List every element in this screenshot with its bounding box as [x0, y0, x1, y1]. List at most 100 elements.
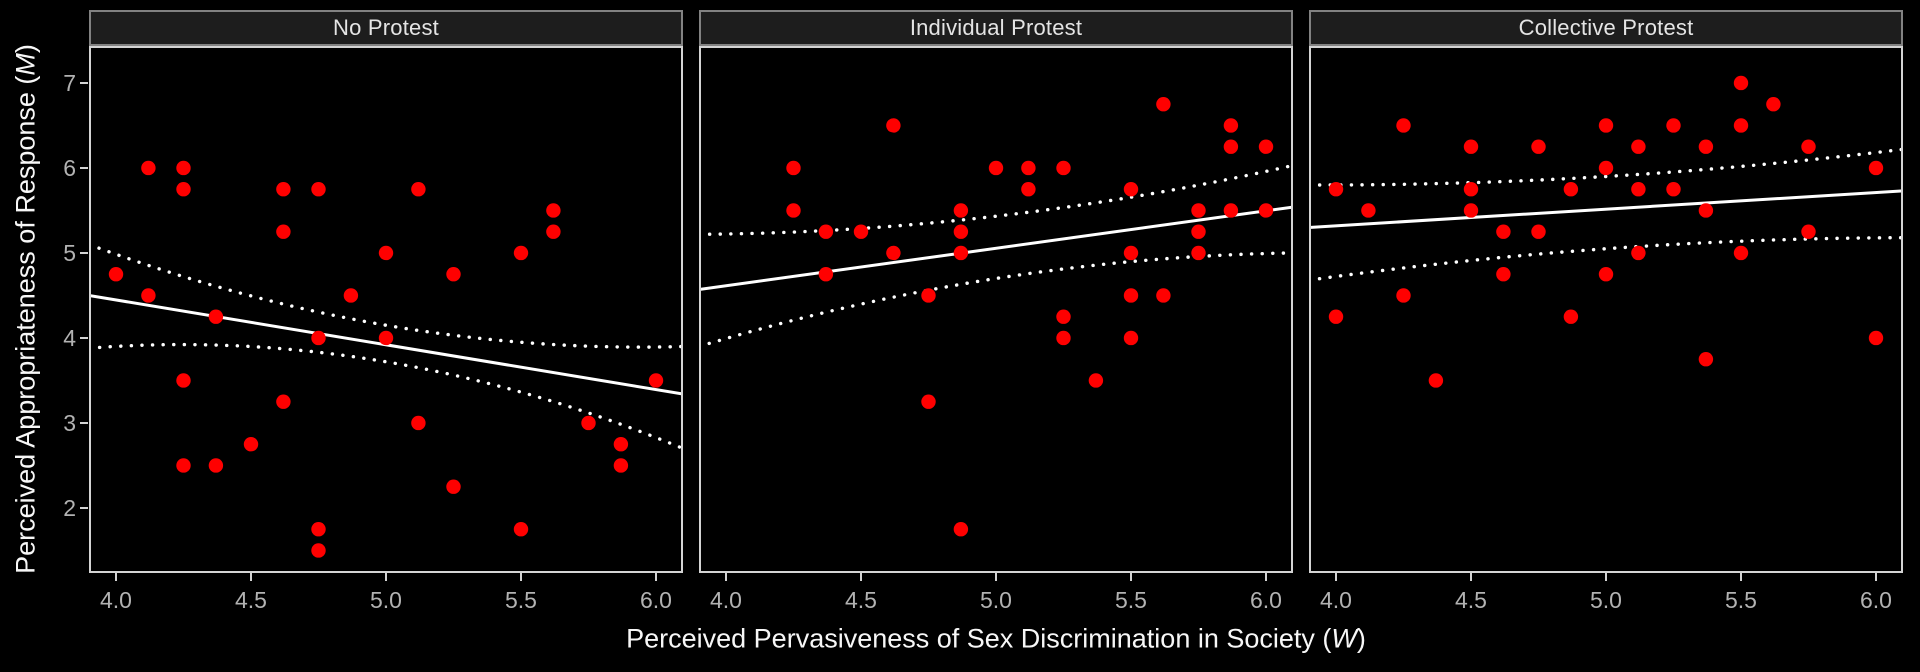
data-point — [1223, 118, 1239, 133]
data-point — [613, 458, 629, 473]
y-tick-label: 4 — [63, 324, 76, 351]
facet-strip: Individual Protest — [699, 10, 1293, 46]
facet-individual-protest: Individual Protest — [697, 10, 1295, 573]
data-point — [1598, 118, 1614, 133]
y-tick-mark — [80, 251, 88, 254]
data-point — [818, 267, 834, 282]
data-point — [1223, 139, 1239, 154]
data-point — [1563, 182, 1579, 197]
data-point — [1631, 182, 1646, 197]
data-point — [378, 245, 394, 261]
x-tick-label: 5.5 — [1115, 587, 1147, 613]
data-point — [1328, 182, 1344, 197]
data-point — [1463, 182, 1479, 197]
data-point — [108, 267, 124, 282]
data-point — [1531, 224, 1546, 239]
x-tick-mark — [1265, 573, 1267, 581]
x-tick-mark — [250, 573, 252, 581]
data-point — [446, 479, 461, 494]
data-point — [953, 245, 969, 261]
x-tick-label: 4.0 — [710, 587, 742, 613]
x-tick-label: 5.5 — [1725, 587, 1757, 613]
x-tick-mark — [385, 573, 387, 581]
x-axis-title-close: ) — [1356, 623, 1366, 654]
data-point — [276, 224, 291, 239]
x-axis-title-text: Perceived Pervasiveness of Sex Discrimin… — [626, 623, 1332, 654]
data-point — [1463, 139, 1479, 154]
x-tick-mark — [860, 573, 862, 581]
data-point — [311, 522, 326, 537]
data-point — [1328, 309, 1344, 324]
data-point — [546, 203, 561, 218]
data-point — [176, 160, 191, 176]
data-point — [176, 182, 191, 197]
data-point — [243, 437, 259, 452]
data-point — [1156, 97, 1171, 112]
ci-lower-line — [87, 342, 685, 451]
data-point — [208, 458, 224, 473]
data-point — [141, 288, 156, 303]
data-point — [1088, 373, 1104, 388]
data-point — [1531, 139, 1546, 154]
data-point — [1868, 330, 1884, 346]
x-tick-mark — [725, 573, 727, 581]
x-tick-label: 4.0 — [100, 587, 132, 613]
y-tick-label: 2 — [63, 494, 76, 521]
data-point — [276, 182, 291, 197]
facet-panel — [1307, 46, 1905, 573]
data-point — [1666, 118, 1681, 133]
data-point — [613, 437, 629, 452]
data-point — [1056, 309, 1071, 324]
data-point — [411, 415, 426, 431]
facet-strip-label: Collective Protest — [1518, 15, 1694, 40]
y-axis-title-close: ) — [10, 44, 41, 54]
y-tick-label: 3 — [63, 409, 76, 436]
x-tick-label: 6.0 — [640, 587, 672, 613]
data-point — [1463, 203, 1479, 218]
data-point — [581, 415, 596, 431]
x-tick-mark — [1740, 573, 1742, 581]
data-point — [311, 182, 326, 197]
data-point — [886, 118, 901, 133]
data-point — [1631, 139, 1646, 154]
facet-plot-svg — [697, 46, 1295, 573]
panel-border — [1309, 46, 1903, 573]
y-tick-mark — [80, 166, 88, 169]
data-point — [1123, 288, 1139, 303]
data-point — [1563, 309, 1579, 324]
ci-upper-line — [1307, 147, 1905, 187]
x-tick-mark — [995, 573, 997, 581]
x-axis-title-variable: W — [1331, 623, 1357, 654]
facet-panel — [697, 46, 1295, 573]
data-point — [1191, 203, 1206, 218]
data-point — [513, 522, 529, 537]
data-point — [1191, 245, 1206, 261]
x-tick-mark — [1875, 573, 1877, 581]
ci-upper-line — [697, 163, 1295, 236]
x-tick-mark — [655, 573, 657, 581]
data-point — [1056, 160, 1071, 176]
facet-plot-svg — [1307, 46, 1905, 573]
data-point — [1801, 224, 1816, 239]
facet-collective-protest: Collective Protest — [1307, 10, 1905, 573]
data-point — [786, 203, 801, 218]
data-point — [311, 330, 326, 346]
data-point — [343, 288, 359, 303]
ci-lower-line — [1307, 235, 1905, 282]
data-point — [1631, 245, 1646, 261]
data-point — [1258, 203, 1274, 218]
data-point — [1191, 224, 1206, 239]
panel-border — [699, 46, 1293, 573]
ci-lower-line — [697, 251, 1295, 349]
data-point — [1698, 352, 1714, 367]
data-point — [176, 458, 191, 473]
data-point — [446, 267, 461, 282]
facet-strip: No Protest — [89, 10, 683, 46]
data-point — [1056, 330, 1071, 346]
y-tick-label: 7 — [63, 69, 76, 96]
data-point — [853, 224, 869, 239]
data-point — [208, 309, 224, 324]
data-point — [1733, 245, 1749, 261]
x-tick-mark — [1605, 573, 1607, 581]
data-point — [141, 160, 156, 176]
